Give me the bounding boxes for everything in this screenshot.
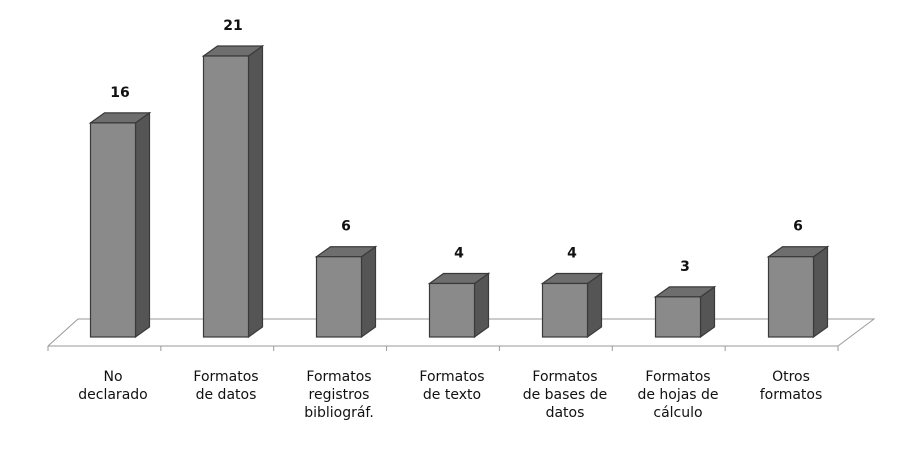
data-label: 21: [223, 18, 242, 34]
bar: [427, 272, 491, 339]
x-tick-label: Formatos de bases de datos: [523, 369, 608, 421]
bar-side-face: [247, 44, 264, 339]
bar: [314, 245, 378, 339]
x-tick-label-line: Otros: [772, 369, 810, 385]
bar-front-face: [541, 282, 589, 338]
bar-side-face: [360, 245, 377, 339]
data-label: 4: [567, 245, 577, 261]
chart-floor: [47, 318, 876, 351]
floor-plane: [47, 318, 876, 347]
data-label: 3: [680, 259, 690, 275]
x-tick-label-line: bibliográf.: [304, 405, 374, 421]
data-label: 16: [110, 85, 129, 101]
x-tick-label: Formatos de hojas de cálculo: [637, 369, 718, 421]
x-tick-label-line: Formatos: [193, 369, 258, 385]
bar-front-face: [89, 122, 137, 338]
bar-side-face: [586, 272, 603, 339]
bars-group: [88, 44, 830, 339]
bar: [766, 245, 830, 339]
bar-front-face: [767, 256, 815, 338]
data-label: 4: [454, 245, 464, 261]
x-tick-label: Formatos de texto: [419, 369, 484, 403]
value-labels-group: 16 21 6 4 4 3 6: [110, 18, 803, 275]
x-tick-label-line: Formatos: [532, 369, 597, 385]
bar: [540, 272, 604, 339]
category-labels-group: No declarado Formatos de datos Formatos regis…: [78, 369, 822, 421]
x-tick-label-line: registros: [309, 387, 370, 403]
bar: [88, 111, 152, 339]
x-tick-label-line: cálculo: [653, 405, 702, 421]
bar-front-face: [654, 296, 702, 338]
x-tick-label-line: de hojas de: [637, 387, 718, 403]
bar: [201, 44, 265, 339]
x-tick-label-line: datos: [546, 405, 585, 421]
x-tick-label-line: declarado: [78, 387, 147, 403]
data-label: 6: [793, 219, 803, 235]
data-label: 6: [341, 219, 351, 235]
x-tick-label-line: de bases de: [523, 387, 608, 403]
x-tick-label: Formatos registros bibliográf.: [304, 369, 374, 421]
bar-side-face: [134, 111, 151, 339]
x-tick-label-line: Formatos: [419, 369, 484, 385]
bar: [653, 285, 717, 339]
bar-front-face: [315, 256, 363, 338]
x-tick-label-line: formatos: [760, 387, 823, 403]
x-tick-label-line: No: [103, 369, 122, 385]
x-tick-label-line: Formatos: [306, 369, 371, 385]
x-tick-label: Otros formatos: [760, 369, 823, 403]
x-tick-label-line: Formatos: [645, 369, 710, 385]
x-tick-label: Formatos de datos: [193, 369, 258, 403]
bar-front-face: [202, 55, 250, 338]
x-tick-label: No declarado: [78, 369, 147, 403]
bar-front-face: [428, 282, 476, 338]
x-tick-label-line: de texto: [423, 387, 481, 403]
bar-side-face: [812, 245, 829, 339]
x-tick-label-line: de datos: [196, 387, 257, 403]
bar-side-face: [473, 272, 490, 339]
